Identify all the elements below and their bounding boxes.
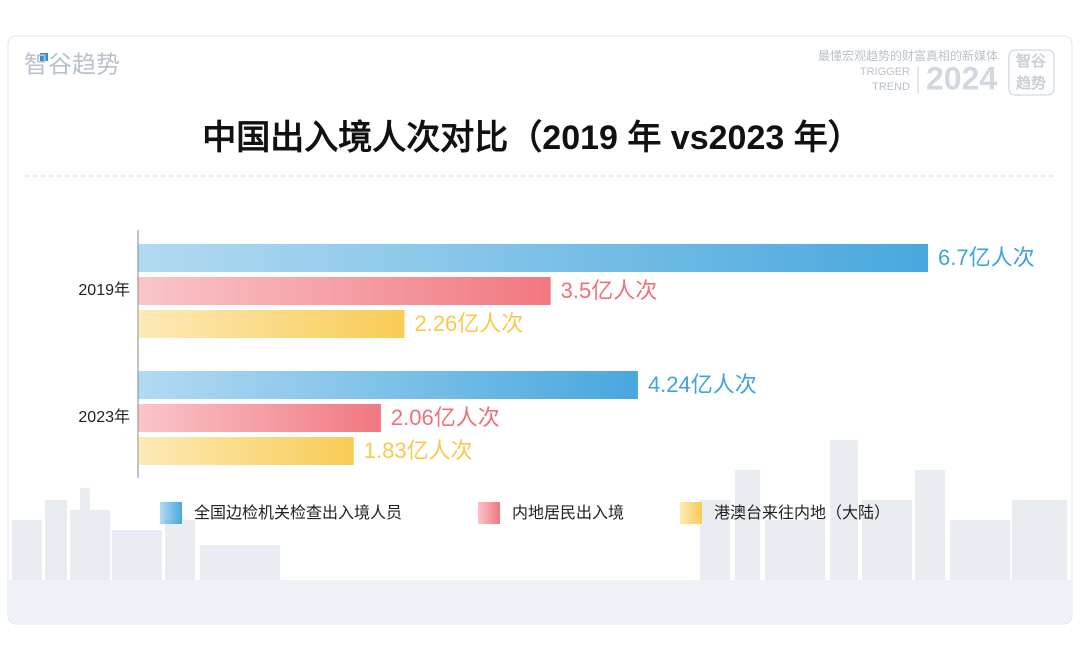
bar xyxy=(138,310,405,338)
legend-label: 全国边检机关检查出入境人员 xyxy=(194,503,402,522)
bar xyxy=(138,404,381,432)
legend-label: 内地居民出入境 xyxy=(512,503,624,522)
bar xyxy=(138,437,354,465)
skyline xyxy=(12,440,1067,580)
legend-swatch xyxy=(680,502,702,524)
value-label: 6.7亿人次 xyxy=(938,245,1035,270)
footer-band xyxy=(9,580,1071,624)
bar xyxy=(138,277,551,305)
tag: TRIGGER xyxy=(860,66,910,78)
logo: 智谷趋势 xyxy=(24,51,120,78)
y-tick-label: 2019年 xyxy=(78,281,130,299)
legend-label: 港澳台来往内地（大陆） xyxy=(714,504,890,522)
value-label: 1.83亿人次 xyxy=(364,438,473,463)
badge-text: 趋势 xyxy=(1016,74,1046,92)
badge-text: 智谷 xyxy=(1016,52,1047,70)
logo-mark xyxy=(40,53,48,61)
value-label: 4.24亿人次 xyxy=(648,372,757,397)
legend-swatch xyxy=(160,502,182,524)
tag: TREND xyxy=(872,81,910,93)
bar xyxy=(138,244,928,272)
y-tick-label: 2023年 xyxy=(78,408,130,426)
value-label: 2.06亿人次 xyxy=(391,405,500,430)
value-label: 2.26亿人次 xyxy=(414,311,523,336)
brand-year: 2024 xyxy=(926,60,997,96)
legend-swatch xyxy=(478,502,500,524)
chart-title: 中国出入境人次对比（2019 年 vs2023 年） xyxy=(202,118,861,157)
bar xyxy=(138,371,638,399)
slogan: 最懂宏观趋势的财富真相的新媒体 xyxy=(818,48,998,63)
badge xyxy=(1008,49,1055,96)
value-label: 3.5亿人次 xyxy=(561,278,658,303)
